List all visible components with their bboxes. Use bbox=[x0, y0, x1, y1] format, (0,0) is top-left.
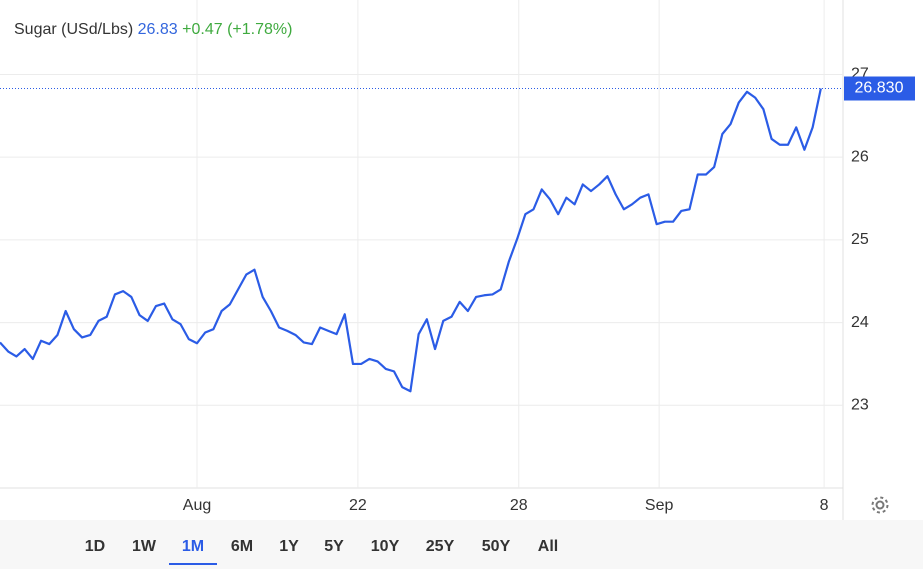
price-line bbox=[0, 88, 822, 393]
range-button[interactable]: 1Y bbox=[279, 538, 299, 555]
last-price: 26.83 bbox=[138, 21, 178, 38]
x-tick-label: 22 bbox=[349, 497, 367, 514]
range-button[interactable]: 1D bbox=[85, 538, 105, 555]
change: +0.47 bbox=[182, 21, 223, 38]
y-tick-label: 26 bbox=[851, 148, 869, 165]
chart-title: Sugar (USd/Lbs) bbox=[14, 21, 133, 38]
range-button[interactable]: 6M bbox=[231, 538, 253, 555]
range-button[interactable]: 1M bbox=[182, 538, 204, 555]
y-tick-label: 23 bbox=[851, 397, 869, 414]
header: Sugar (USd/Lbs) 26.83 +0.47 (+1.78%) bbox=[14, 21, 292, 38]
x-tick-label: Sep bbox=[645, 497, 674, 514]
change-pct: (+1.78%) bbox=[227, 21, 292, 38]
range-button[interactable]: 5Y bbox=[324, 538, 344, 555]
last-price-tag bbox=[844, 76, 915, 101]
y-tick-label: 24 bbox=[851, 314, 869, 331]
range-bar bbox=[0, 520, 923, 569]
grid bbox=[0, 0, 843, 488]
range-button[interactable]: 1W bbox=[132, 538, 157, 555]
x-tick-label: 28 bbox=[510, 497, 528, 514]
y-tick-label: 25 bbox=[851, 231, 869, 248]
range-button[interactable]: 25Y bbox=[426, 538, 455, 555]
range-button[interactable]: 50Y bbox=[482, 538, 511, 555]
x-tick-label: 8 bbox=[820, 497, 829, 514]
x-tick-label: Aug bbox=[183, 497, 211, 514]
range-button[interactable]: All bbox=[538, 538, 558, 555]
settings-icon[interactable] bbox=[871, 496, 889, 514]
range-button[interactable]: 10Y bbox=[371, 538, 400, 555]
last-price-tag-label: 26.830 bbox=[855, 80, 904, 97]
range-active-underline bbox=[169, 563, 217, 565]
